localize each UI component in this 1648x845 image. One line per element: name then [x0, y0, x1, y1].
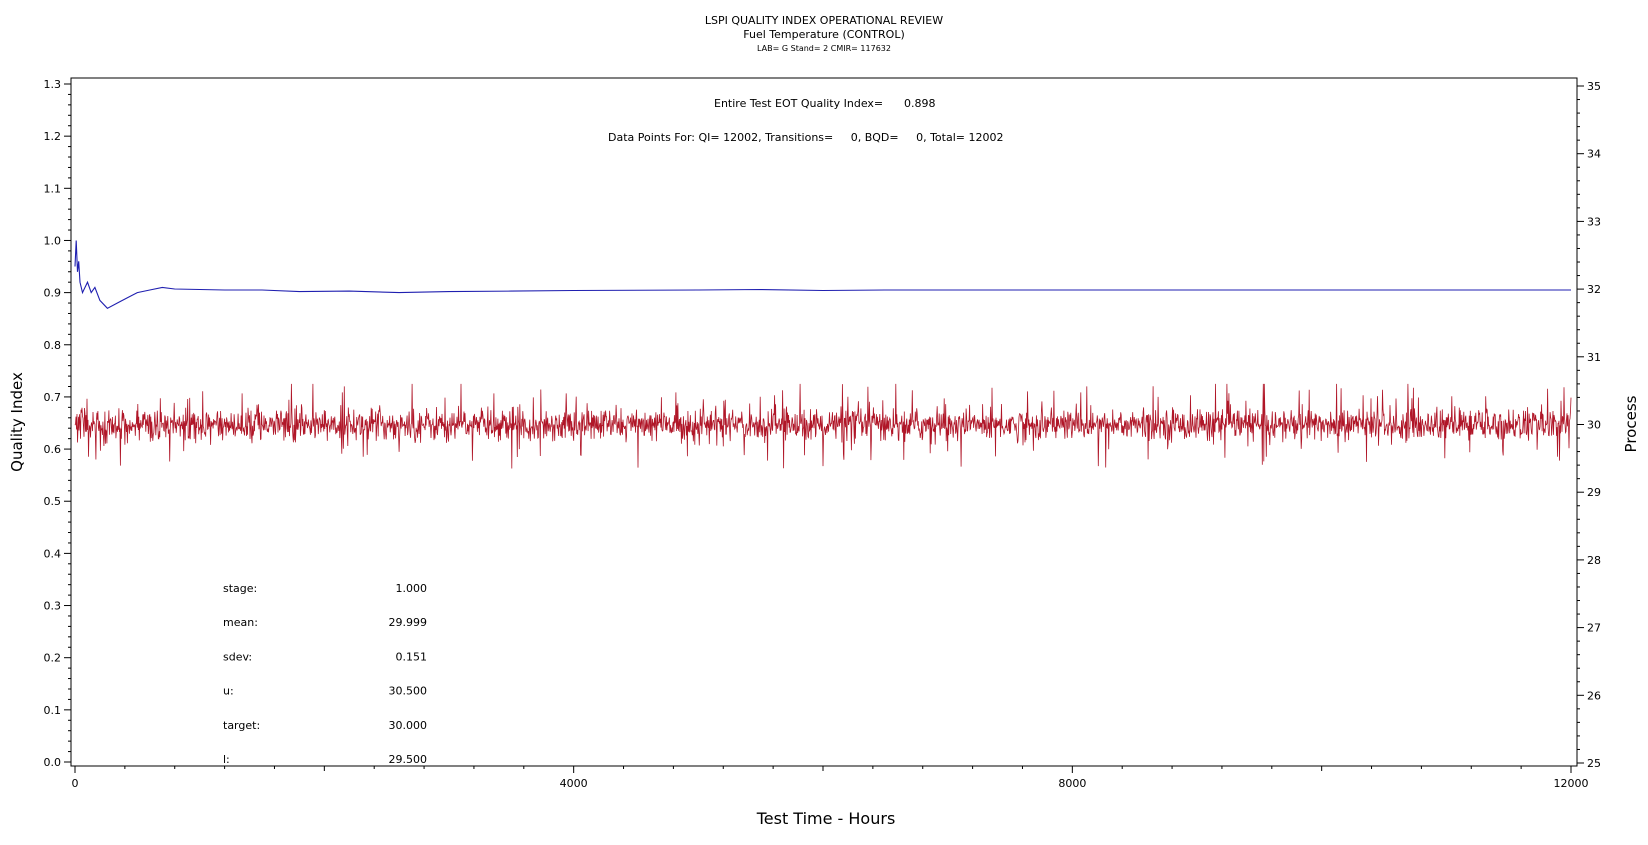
stat-label: l:	[223, 753, 230, 766]
stat-label: mean:	[223, 616, 258, 629]
chart-subtitle: Fuel Temperature (CONTROL)	[743, 28, 905, 41]
stat-label: u:	[223, 685, 234, 698]
stat-label: target:	[223, 719, 260, 732]
process-series-group	[74, 383, 1572, 469]
chart-title: LSPI QUALITY INDEX OPERATIONAL REVIEW	[705, 14, 943, 27]
y-left-tick-label: 0.3	[44, 600, 62, 613]
stats-block: stage: 1.000 mean: 29.999 sdev: 0.151 u: 30.500…	[223, 582, 427, 766]
y-right-tick-label: 30	[1587, 419, 1601, 432]
y-right-tick-label: 31	[1587, 351, 1601, 364]
stat-value: 30.000	[389, 719, 428, 732]
stat-value: 30.500	[389, 685, 428, 698]
y-right-tick-label: 33	[1587, 215, 1601, 228]
y-left-tick-label: 0.6	[44, 443, 62, 456]
process-line	[74, 383, 1572, 469]
eot-quality-index-label: Entire Test EOT Quality Index=	[714, 97, 883, 110]
stat-value: 29.999	[389, 616, 428, 629]
y-axis-left-label: Quality Index	[8, 372, 26, 472]
y-left-tick-label: 0.1	[44, 704, 62, 717]
plot-frame	[70, 77, 1578, 767]
quality-index-series-group	[74, 240, 1571, 309]
y-right-tick-label: 35	[1587, 80, 1601, 93]
y-left-tick-label: 0.9	[44, 287, 62, 300]
y-left-tick-label: 0.0	[44, 756, 62, 769]
y-right-tick-label: 26	[1587, 689, 1601, 702]
x-tick-label: 12000	[1554, 777, 1589, 790]
y-right-tick-label: 34	[1587, 148, 1601, 161]
y-left-tick-label: 0.8	[44, 339, 62, 352]
y-left-tick-label: 0.2	[44, 652, 62, 665]
chart-subtitle-2: LAB= G Stand= 2 CMIR= 117632	[757, 44, 891, 53]
y-right-tick-label: 25	[1587, 757, 1601, 770]
stat-label: sdev:	[223, 650, 252, 663]
axes-group: 0 4000 8000 12000 0.0 0.1 0.2 0.3 0.4 0.5 0.6 0.7 0.…	[44, 78, 1602, 790]
data-points-annotation: Data Points For: QI= 12002, Transitions=…	[608, 131, 1003, 144]
x-tick-label: 4000	[560, 777, 588, 790]
y-right-tick-label: 32	[1587, 283, 1601, 296]
y-left-tick-label: 1.3	[44, 78, 62, 91]
y-left-tick-label: 1.2	[44, 130, 62, 143]
y-right-tick-label: 27	[1587, 622, 1601, 635]
quality-index-line	[74, 240, 1571, 309]
x-tick-label: 8000	[1058, 777, 1086, 790]
x-tick-label: 0	[72, 777, 79, 790]
eot-quality-index-value: 0.898	[904, 97, 936, 110]
stat-value: 0.151	[396, 650, 428, 663]
y-left-tick-label: 0.5	[44, 495, 62, 508]
stat-label: stage:	[223, 582, 257, 595]
y-axis-right-label: Process	[1622, 395, 1640, 452]
y-right-tick-label: 29	[1587, 486, 1601, 499]
y-right-tick-label: 28	[1587, 554, 1601, 567]
stat-value: 29.500	[389, 753, 428, 766]
stat-value: 1.000	[396, 582, 428, 595]
y-left-tick-label: 0.4	[44, 547, 62, 560]
y-left-tick-label: 1.1	[44, 182, 62, 195]
y-left-tick-label: 0.7	[44, 391, 62, 404]
y-left-tick-label: 1.0	[44, 234, 62, 247]
x-axis-label: Test Time - Hours	[756, 809, 896, 828]
